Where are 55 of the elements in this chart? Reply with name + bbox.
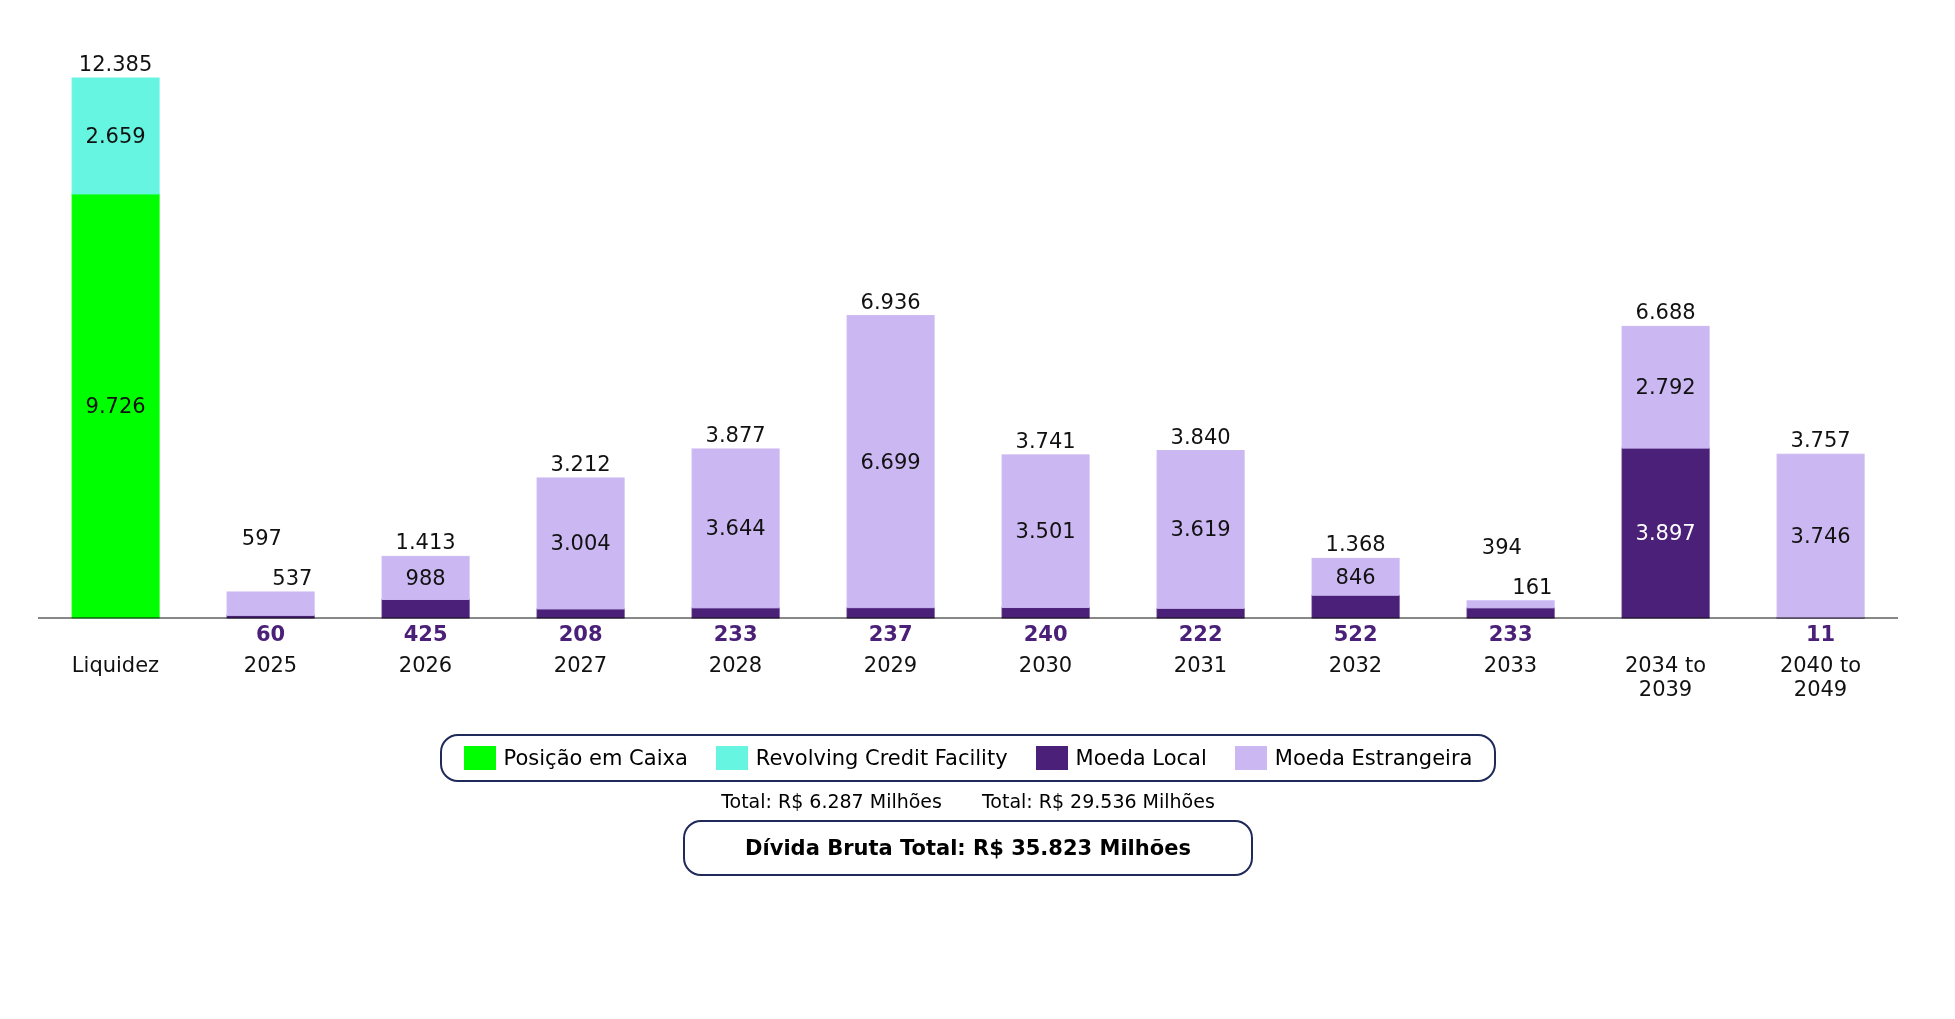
total-label: 1.368	[1325, 532, 1386, 557]
total-label: 3.212	[550, 451, 611, 476]
data-label: 3.501	[1015, 519, 1076, 544]
data-label: 208	[558, 622, 603, 646]
text: Total: R$ 29.536 Milhões	[981, 790, 1215, 812]
data-label: 3.004	[550, 531, 611, 556]
x-tick-label: 2026	[398, 653, 453, 677]
total-label: 3.757	[1790, 428, 1851, 453]
total-label: 6.688	[1635, 300, 1696, 325]
data-label: 3.746	[1790, 523, 1851, 548]
legend-label: Moeda Estrangeira	[1274, 746, 1473, 770]
data-label: 3.897	[1635, 521, 1696, 546]
data-label: 537	[272, 565, 313, 590]
data-label: 6.699	[860, 449, 921, 474]
data-label: 988	[405, 565, 446, 590]
data-label: 9.726	[85, 393, 146, 418]
data-label: 237	[868, 622, 913, 646]
legend-label: Moeda Local	[1075, 746, 1207, 770]
x-tick-label: 2028	[708, 653, 763, 677]
data-label: 161	[1512, 574, 1553, 599]
x-tick-label: 2040 to 2049	[1779, 653, 1862, 701]
x-tick-label: 2031	[1173, 653, 1228, 677]
total-label: 3.877	[705, 422, 766, 447]
legend-label: Revolving Credit Facility	[755, 746, 1008, 770]
total-label: 597	[241, 525, 282, 550]
x-tick-label: Liquidez	[71, 653, 160, 677]
total-label: 3.840	[1170, 424, 1231, 449]
x-tick-label: 2027	[553, 653, 608, 677]
total-label: 6.936	[860, 289, 921, 314]
x-tick-label: 2034 to 2039	[1624, 653, 1707, 701]
x-tick-label: 2030	[1018, 653, 1073, 677]
x-tick-label: 2032	[1328, 653, 1383, 677]
data-label: 11	[1805, 622, 1836, 646]
total-label: 1.413	[395, 530, 456, 555]
x-tick-label: 2033	[1483, 653, 1538, 677]
data-label: 425	[403, 622, 448, 646]
total-label: 394	[1481, 534, 1522, 559]
data-label: 846	[1335, 564, 1376, 589]
x-tick-label: 2025	[243, 653, 298, 677]
data-label: 233	[1488, 622, 1533, 646]
data-label: 222	[1178, 622, 1223, 646]
data-label: 60	[255, 622, 286, 646]
data-label: 3.619	[1170, 517, 1231, 542]
data-label: 522	[1333, 622, 1378, 646]
data-label: 233	[713, 622, 758, 646]
x-tick-label: 2029	[863, 653, 918, 677]
data-label: 240	[1023, 622, 1068, 646]
text: Total: R$ 6.287 Milhões	[721, 790, 942, 812]
total-label: 3.741	[1015, 428, 1076, 453]
data-label: 3.644	[705, 516, 766, 541]
data-label: 2.659	[85, 123, 146, 148]
legend-label: Posição em Caixa	[503, 746, 688, 770]
data-label: 2.792	[1635, 375, 1696, 400]
text: Dívida Bruta Total: R$ 35.823 Milhões	[683, 820, 1253, 876]
total-label: 12.385	[78, 52, 153, 76]
